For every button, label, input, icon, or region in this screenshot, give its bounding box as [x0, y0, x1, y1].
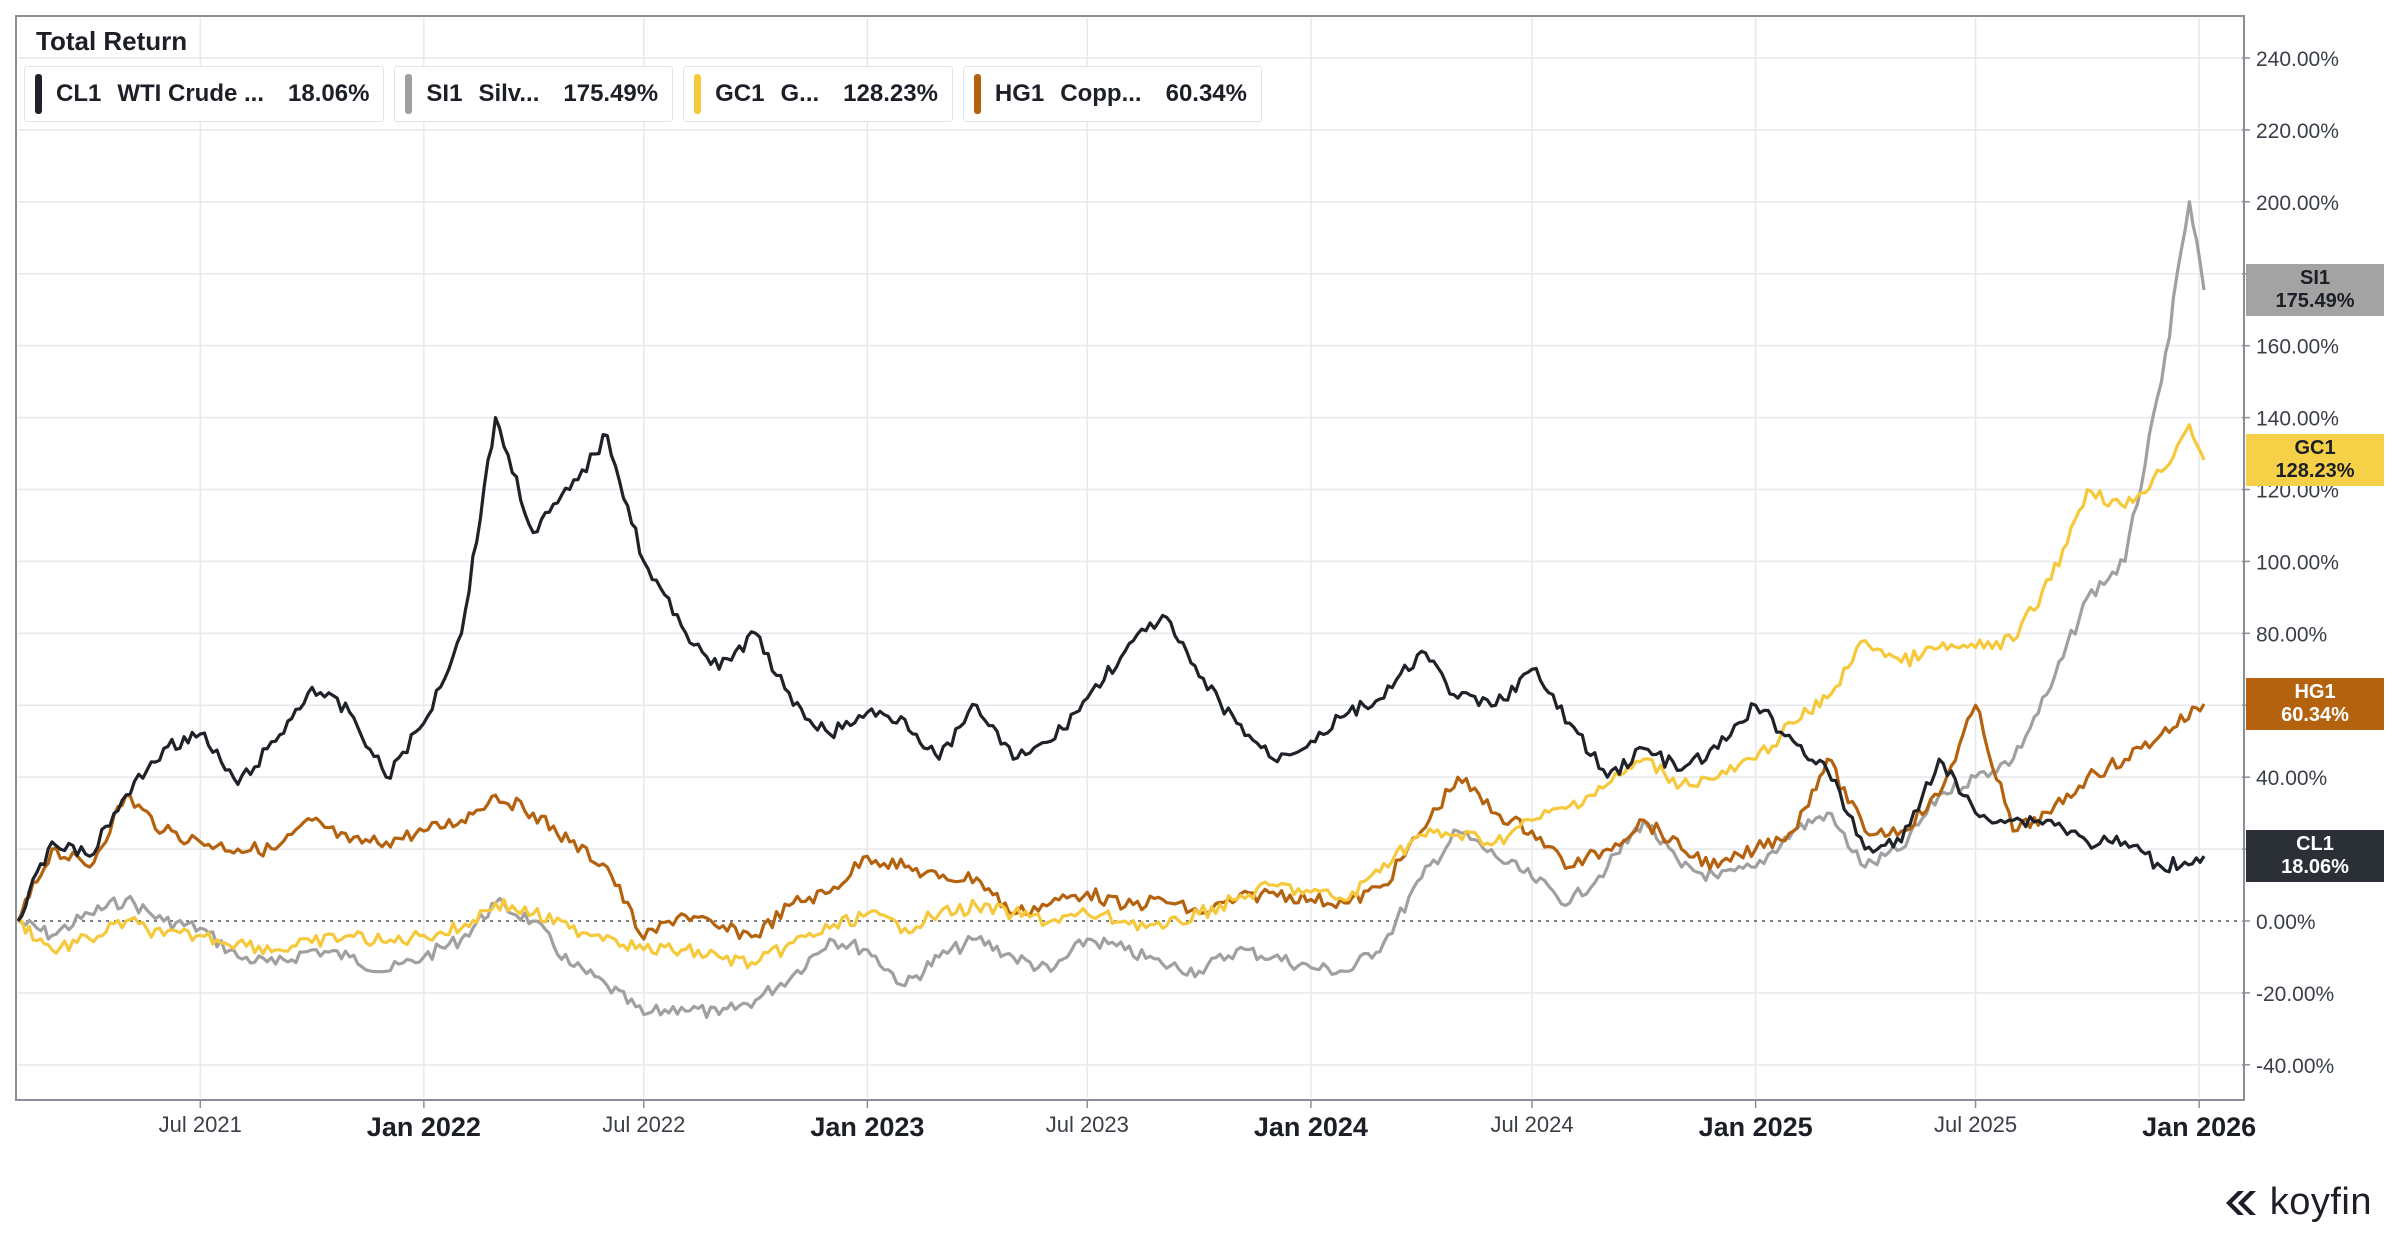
x-tick-label: Jan 2026 — [2142, 1112, 2256, 1142]
legend-swatch — [35, 74, 42, 114]
x-tick-label: Jul 2024 — [1490, 1112, 1573, 1137]
plot-frame — [15, 15, 2245, 1101]
legend-ticker: CL1 — [56, 80, 102, 107]
value-tag-value: 128.23% — [2275, 459, 2355, 482]
y-tick-label: 0.00% — [2256, 911, 2316, 934]
x-tick-label: Jan 2023 — [810, 1112, 924, 1142]
series-layer — [16, 200, 2206, 1019]
value-tag-ticker: SI1 — [2299, 266, 2331, 289]
value-tag-ticker: GC1 — [2294, 436, 2336, 459]
y-tick-label: 100.00% — [2256, 551, 2339, 574]
y-tick-label: -40.00% — [2256, 1055, 2334, 1078]
value-tag-si1: SI1 175.49% — [2246, 263, 2384, 316]
x-tick-label: Jul 2021 — [159, 1112, 242, 1137]
legend-series-name: Copp... — [1060, 80, 1142, 107]
series-line-hg1 — [16, 703, 2206, 941]
x-tick-label: Jul 2022 — [602, 1112, 685, 1137]
x-tick-label: Jan 2024 — [1254, 1112, 1368, 1142]
series-line-gc1 — [18, 423, 2206, 970]
value-tag-cl1: CL1 18.06% — [2246, 830, 2384, 883]
x-tick-label: Jan 2022 — [367, 1112, 481, 1142]
grid-layer — [18, 18, 2242, 1098]
koyfin-logo-icon — [2225, 1190, 2256, 1215]
x-tick-label: Jul 2025 — [1934, 1112, 2017, 1137]
y-tick-label: 40.00% — [2256, 767, 2327, 790]
logo-text: koyfin — [2269, 1181, 2372, 1223]
legend-ticker: HG1 — [994, 80, 1045, 107]
y-tick-label: 140.00% — [2256, 408, 2339, 431]
legend-swatch — [405, 74, 413, 114]
koyfin-logo: koyfin — [2220, 1181, 2372, 1224]
legend-value: 60.34% — [1165, 80, 1247, 107]
legend-item-cl1[interactable]: CL1 WTI Crude ... 18.06% — [24, 66, 385, 122]
legend: CL1 WTI Crude ... 18.06% SI1 Silv... 175.49% G… — [24, 66, 1262, 122]
series-line-cl1 — [16, 416, 2206, 922]
legend-series-name: WTI Crude ... — [117, 80, 265, 107]
legend-series-name: G... — [780, 80, 820, 107]
legend-swatch — [973, 74, 981, 114]
legend-item-gc1[interactable]: GC1 G... 128.23% — [683, 66, 953, 122]
value-tag-ticker: HG1 — [2294, 681, 2336, 704]
y-tick-label: 240.00% — [2256, 48, 2339, 71]
legend-ticker: SI1 — [426, 80, 463, 107]
legend-series-name: Silv... — [478, 80, 540, 107]
legend-value: 18.06% — [288, 80, 370, 107]
y-tick-label: 200.00% — [2256, 192, 2339, 215]
y-tick-label: 80.00% — [2256, 623, 2327, 646]
legend-item-hg1[interactable]: HG1 Copp... 60.34% — [962, 66, 1262, 122]
legend-value: 175.49% — [563, 80, 659, 107]
value-tag-ticker: CL1 — [2296, 833, 2334, 856]
value-tag-gc1: GC1 128.23% — [2246, 433, 2384, 486]
x-axis: Jul 2021 Jan 2022 Jul 2022 Jan 2023 Jul 2023… — [159, 1100, 2256, 1142]
series-line-si1 — [17, 200, 2206, 1019]
x-tick-label: Jul 2023 — [1046, 1112, 1129, 1137]
value-tag-value: 175.49% — [2275, 289, 2355, 312]
y-tick-label: 220.00% — [2256, 120, 2339, 143]
x-tick-label: Jan 2025 — [1699, 1112, 1813, 1142]
y-tick-label: 160.00% — [2256, 336, 2339, 359]
y-axis: -40.00%-20.00%0.00%20.00%40.00%60.00%80.… — [2242, 48, 2339, 1078]
value-tag-value: 18.06% — [2281, 856, 2349, 879]
value-tag-hg1: HG1 60.34% — [2246, 678, 2384, 731]
legend-value: 128.23% — [843, 80, 938, 107]
y-tick-label: -20.00% — [2256, 983, 2334, 1006]
legend-swatch — [694, 74, 702, 114]
value-tag-value: 60.34% — [2281, 704, 2349, 727]
legend-ticker: GC1 — [715, 80, 765, 107]
chart-title: Total Return — [36, 26, 187, 56]
legend-item-si1[interactable]: SI1 Silv... 175.49% — [394, 66, 674, 122]
